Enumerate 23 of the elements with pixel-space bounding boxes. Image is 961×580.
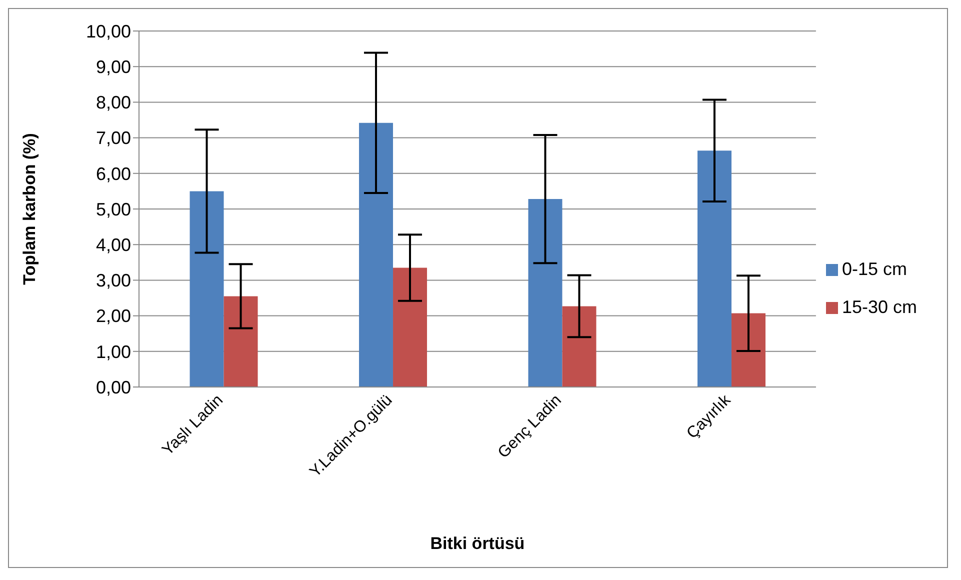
y-tick-label: 10,00 <box>86 21 131 42</box>
bar <box>528 199 562 387</box>
bar <box>697 150 732 387</box>
legend-label: 0-15 cm <box>842 259 907 279</box>
bar <box>224 296 258 387</box>
bar <box>393 268 428 387</box>
bar <box>359 122 394 387</box>
y-tick-label: 2,00 <box>96 306 131 326</box>
y-tick-label: 5,00 <box>96 199 131 220</box>
bar <box>731 313 766 387</box>
y-tick-label: 1,00 <box>96 342 131 362</box>
legend-label: 15-30 cm <box>842 297 917 317</box>
y-tick-label: 7,00 <box>96 128 131 148</box>
bar <box>190 191 224 387</box>
y-axis-title: Toplam karbon (%) <box>20 133 40 285</box>
y-tick-label: 9,00 <box>96 56 131 77</box>
y-tick-label: 6,00 <box>96 164 131 184</box>
y-tick-label: 3,00 <box>96 270 131 291</box>
bar <box>562 306 596 387</box>
y-tick-label: 0,00 <box>96 377 131 398</box>
y-tick-label: 4,00 <box>96 234 131 255</box>
x-axis-title: Bitki örtüsü <box>430 534 525 553</box>
y-tick-label: 8,00 <box>96 92 131 113</box>
